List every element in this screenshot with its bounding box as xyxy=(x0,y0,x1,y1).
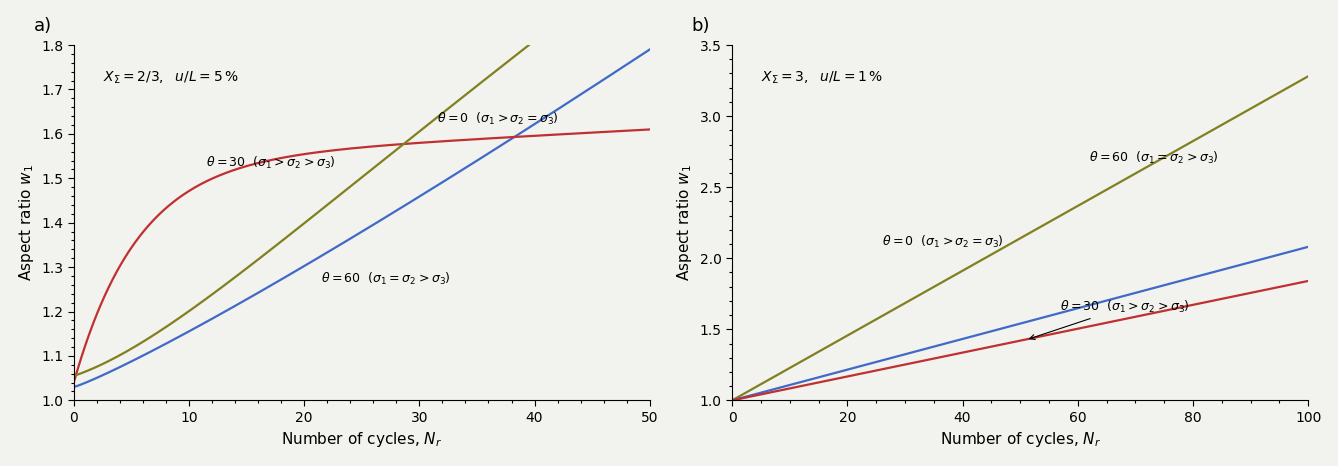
Text: $\theta = 60$  ($\sigma_1 = \sigma_2 > \sigma_3$): $\theta = 60$ ($\sigma_1 = \sigma_2 > \s… xyxy=(1089,150,1219,166)
Text: $\theta = 0$  ($\sigma_1 > \sigma_2 = \sigma_3$): $\theta = 0$ ($\sigma_1 > \sigma_2 = \si… xyxy=(882,233,1004,249)
X-axis label: Number of cycles, $N_r$: Number of cycles, $N_r$ xyxy=(281,430,443,449)
X-axis label: Number of cycles, $N_r$: Number of cycles, $N_r$ xyxy=(939,430,1101,449)
Text: b): b) xyxy=(692,17,710,35)
Text: $X_\Sigma = 3,$  $u/L = 1\,\%$: $X_\Sigma = 3,$ $u/L = 1\,\%$ xyxy=(761,70,883,86)
Text: $\theta = 0$  ($\sigma_1 > \sigma_2 = \sigma_3$): $\theta = 0$ ($\sigma_1 > \sigma_2 = \si… xyxy=(436,111,558,127)
Y-axis label: Aspect ratio $w_1$: Aspect ratio $w_1$ xyxy=(676,164,694,281)
Text: $\theta = 60$  ($\sigma_1 = \sigma_2 > \sigma_3$): $\theta = 60$ ($\sigma_1 = \sigma_2 > \s… xyxy=(321,271,451,287)
Text: a): a) xyxy=(33,17,52,35)
Text: $\theta = 30$  ($\sigma_1 > \sigma_2 > \sigma_3$): $\theta = 30$ ($\sigma_1 > \sigma_2 > \s… xyxy=(206,155,336,171)
Text: $X_\Sigma = 2/3,$  $u/L = 5\,\%$: $X_\Sigma = 2/3,$ $u/L = 5\,\%$ xyxy=(103,70,238,86)
Y-axis label: Aspect ratio $w_1$: Aspect ratio $w_1$ xyxy=(16,164,36,281)
Text: $\theta = 30$  ($\sigma_1 > \sigma_2 > \sigma_3$): $\theta = 30$ ($\sigma_1 > \sigma_2 > \s… xyxy=(1030,299,1191,339)
